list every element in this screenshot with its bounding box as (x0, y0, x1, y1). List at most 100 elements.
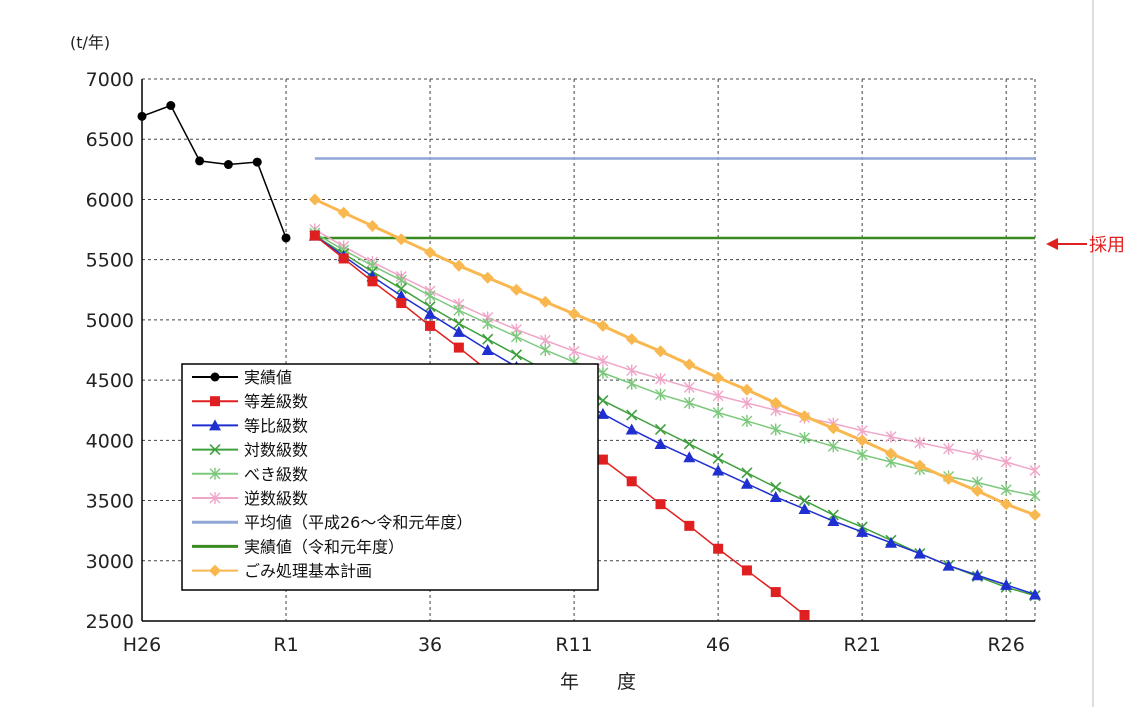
data-point (798, 502, 811, 514)
annotation-label: 採用 (1089, 235, 1125, 256)
y-axis-ticks: 2500 3000 3500 4000 4500 5000 5500 6000 6500 7000 (86, 69, 134, 633)
data-point (568, 345, 580, 358)
data-point (655, 372, 667, 385)
data-point (942, 559, 955, 571)
data-point (798, 494, 811, 507)
data-point (424, 289, 436, 302)
legend-item: 等比級数 (192, 416, 308, 435)
data-point (396, 298, 407, 309)
data-point (799, 609, 810, 620)
data-point (626, 476, 637, 487)
y-tick-label: 5500 (86, 250, 134, 272)
data-point (539, 295, 552, 308)
data-point (1029, 509, 1041, 522)
data-point (395, 274, 407, 287)
legend-item: 対数級数 (192, 441, 308, 460)
annotation-arrow-head (1046, 238, 1058, 250)
y-tick-label: 6500 (86, 129, 134, 151)
data-point (913, 459, 926, 472)
data-point (626, 409, 638, 421)
x-tick-label: R11 (555, 634, 592, 656)
data-point (223, 160, 233, 170)
data-point (424, 301, 436, 313)
legend-label: ごみ処理基本計画 (244, 562, 372, 581)
y-tick-label: 7000 (86, 69, 134, 91)
data-point (712, 452, 724, 464)
data-point (741, 467, 753, 479)
data-point (741, 396, 753, 409)
data-point (971, 484, 984, 497)
data-point (769, 490, 782, 502)
data-point (799, 431, 811, 444)
data-point (425, 320, 436, 331)
legend-item: 平均値（平成26～令和元年度） (192, 513, 472, 532)
data-point (539, 344, 551, 356)
data-point (654, 423, 667, 436)
data-point (597, 454, 608, 465)
data-point (209, 444, 221, 456)
data-point (971, 569, 984, 581)
data-point (655, 388, 667, 401)
data-point (684, 520, 695, 531)
legend-label: 対数級数 (244, 441, 308, 460)
data-point (481, 344, 494, 355)
annotation: 採用 (1046, 235, 1125, 256)
data-point (424, 307, 437, 319)
y-tick-label: 6000 (86, 189, 134, 211)
data-point (654, 437, 667, 449)
x-axis-ticks: H26 R1 36 R11 46 R21 R26 (123, 634, 1025, 656)
data-point (1029, 464, 1041, 477)
data-point (625, 423, 638, 435)
data-point (741, 565, 752, 576)
legend-item: ごみ処理基本計画 (192, 562, 372, 581)
data-point (683, 438, 695, 450)
x-tick-label: R1 (273, 634, 298, 656)
data-point (209, 564, 221, 577)
data-point (683, 358, 696, 371)
legend-label: 実績値（令和元年度） (244, 537, 404, 556)
data-point (1029, 489, 1041, 502)
data-point (597, 366, 609, 379)
data-point (481, 271, 494, 284)
data-point (1000, 483, 1012, 496)
data-point (568, 307, 581, 320)
data-point (395, 233, 408, 246)
data-point (625, 333, 638, 346)
data-point (210, 372, 220, 382)
series-1 (137, 100, 291, 243)
data-point (856, 448, 868, 461)
x-tick-label: 46 (706, 634, 730, 656)
data-point (482, 333, 494, 345)
series-5 (309, 227, 1041, 502)
data-point (1000, 578, 1013, 590)
legend-label: 等差級数 (244, 392, 308, 411)
y-tick-label: 5000 (86, 310, 134, 332)
series-9 (308, 193, 1041, 522)
series-line (314, 198, 1036, 517)
legend-label: 平均値（平成26～令和元年度） (244, 513, 472, 532)
data-point (770, 481, 782, 493)
series-line (314, 232, 1036, 497)
data-point (943, 442, 955, 455)
series-line (314, 228, 1036, 472)
gridlines (142, 78, 1036, 621)
data-point (712, 464, 725, 476)
data-point (655, 499, 666, 510)
data-point (740, 477, 753, 489)
x-tick-label: 36 (418, 634, 442, 656)
legend-item: 実績値 (192, 368, 292, 387)
y-tick-label: 4500 (86, 370, 134, 392)
data-point (452, 259, 465, 272)
legend-box (181, 363, 599, 591)
data-point (453, 342, 464, 353)
data-point (712, 406, 724, 419)
data-point (209, 419, 221, 431)
data-point (510, 330, 522, 343)
axes (141, 79, 1035, 622)
data-point (510, 349, 523, 361)
data-point (1029, 588, 1041, 600)
data-point (741, 415, 753, 428)
legend-label: 等比級数 (244, 416, 308, 435)
data-point (482, 317, 494, 330)
